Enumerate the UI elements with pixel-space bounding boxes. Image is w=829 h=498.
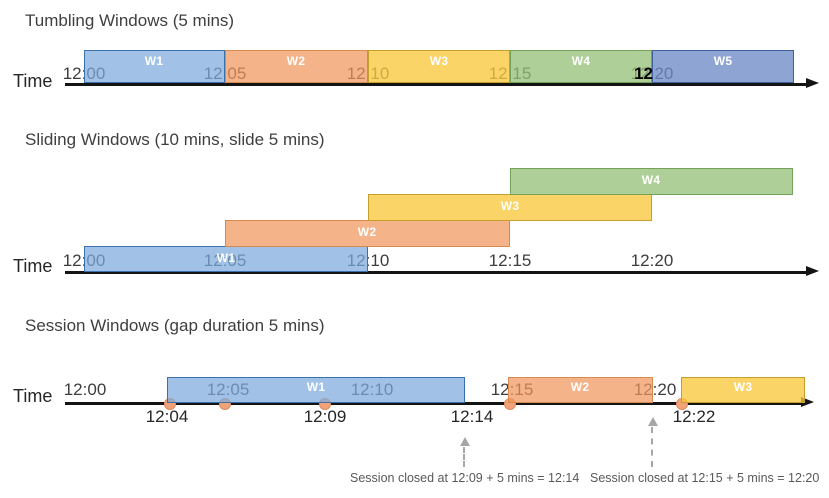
time-axis-label: Time xyxy=(13,256,53,276)
tick-label-bold-fragment: 12 xyxy=(634,64,653,83)
section-title: Session Windows (gap duration 5 mins) xyxy=(25,316,325,335)
session-close-annotation: Session closed at 12:09 + 5 mins = 12:14 xyxy=(350,471,580,485)
time-axis-label: Time xyxy=(13,71,53,91)
time-axis xyxy=(65,402,802,405)
window-label: W3 xyxy=(733,380,753,394)
time-axis-label: Time xyxy=(13,386,53,406)
window-w4 xyxy=(510,50,652,83)
window-label: W1 xyxy=(216,251,236,265)
session-close-arrow-icon xyxy=(648,417,658,426)
tick-label: 12:20 xyxy=(630,251,674,270)
window-label: W4 xyxy=(641,173,661,187)
window-label: W4 xyxy=(571,54,591,68)
window-label: W2 xyxy=(286,54,306,68)
tick-label: 12:00 xyxy=(63,380,107,399)
time-axis xyxy=(65,83,806,86)
event-time-label: 12:14 xyxy=(450,407,494,426)
session-close-arrow-icon xyxy=(460,437,470,446)
session-close-annotation: Session closed at 12:15 + 5 mins = 12:20 xyxy=(590,471,820,485)
event-time-label: 12:09 xyxy=(303,407,347,426)
window-w5 xyxy=(652,50,794,83)
window-label: W2 xyxy=(570,380,590,394)
tick-label: 12:15 xyxy=(488,251,532,270)
window-label: W1 xyxy=(306,380,326,394)
window-w2 xyxy=(225,220,510,247)
window-w1 xyxy=(84,50,225,83)
window-w1 xyxy=(167,377,465,403)
window-w3 xyxy=(681,377,805,403)
time-axis xyxy=(65,271,806,274)
section-title: Tumbling Windows (5 mins) xyxy=(25,11,235,30)
axis-arrowhead-icon xyxy=(801,397,814,408)
window-label: W5 xyxy=(713,54,733,68)
axis-arrowhead-icon xyxy=(806,266,819,277)
window-label: W3 xyxy=(429,54,449,68)
event-time-label: 12:22 xyxy=(672,407,716,426)
section-title: Sliding Windows (10 mins, slide 5 mins) xyxy=(25,130,325,149)
window-w2 xyxy=(508,377,653,403)
session-close-arrow-line xyxy=(463,447,465,467)
axis-arrowhead-icon xyxy=(806,78,819,89)
window-w3 xyxy=(368,50,510,83)
window-label: W3 xyxy=(500,199,520,213)
window-w4 xyxy=(510,168,793,195)
session-close-arrow-line xyxy=(651,427,653,467)
window-label: W2 xyxy=(357,225,377,239)
window-label: W1 xyxy=(144,54,164,68)
window-w2 xyxy=(225,50,368,83)
event-time-label: 12:04 xyxy=(145,407,189,426)
